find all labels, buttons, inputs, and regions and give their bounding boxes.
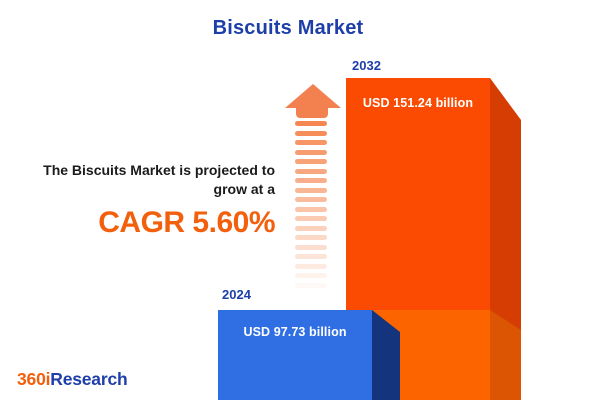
annotation-block: The Biscuits Market is projected to grow… (15, 161, 275, 240)
year-label-2024: 2024 (222, 287, 251, 302)
growth-arrow-stub (296, 107, 328, 118)
brand-logo-suffix: Research (50, 369, 128, 389)
annotation-line-2: grow at a (213, 181, 275, 197)
bar-2024-front (218, 310, 372, 400)
cagr-value: CAGR 5.60% (98, 206, 275, 239)
bar-value-2024: USD 97.73 billion (243, 325, 347, 339)
bar-2032-front-top (346, 78, 490, 310)
growth-arrow-dashes (295, 121, 327, 292)
brand-logo-prefix: 360i (17, 369, 51, 389)
annotation-line-1: The Biscuits Market is projected to (43, 162, 275, 178)
page-title: Biscuits Market (212, 17, 364, 39)
year-label-2032: 2032 (352, 58, 381, 73)
bar-value-2032: USD 151.24 billion (362, 96, 474, 110)
bar-2024-side (372, 310, 400, 400)
brand-logo: 360iResearch (17, 369, 128, 390)
bar-2032-side-bottom (490, 310, 521, 400)
